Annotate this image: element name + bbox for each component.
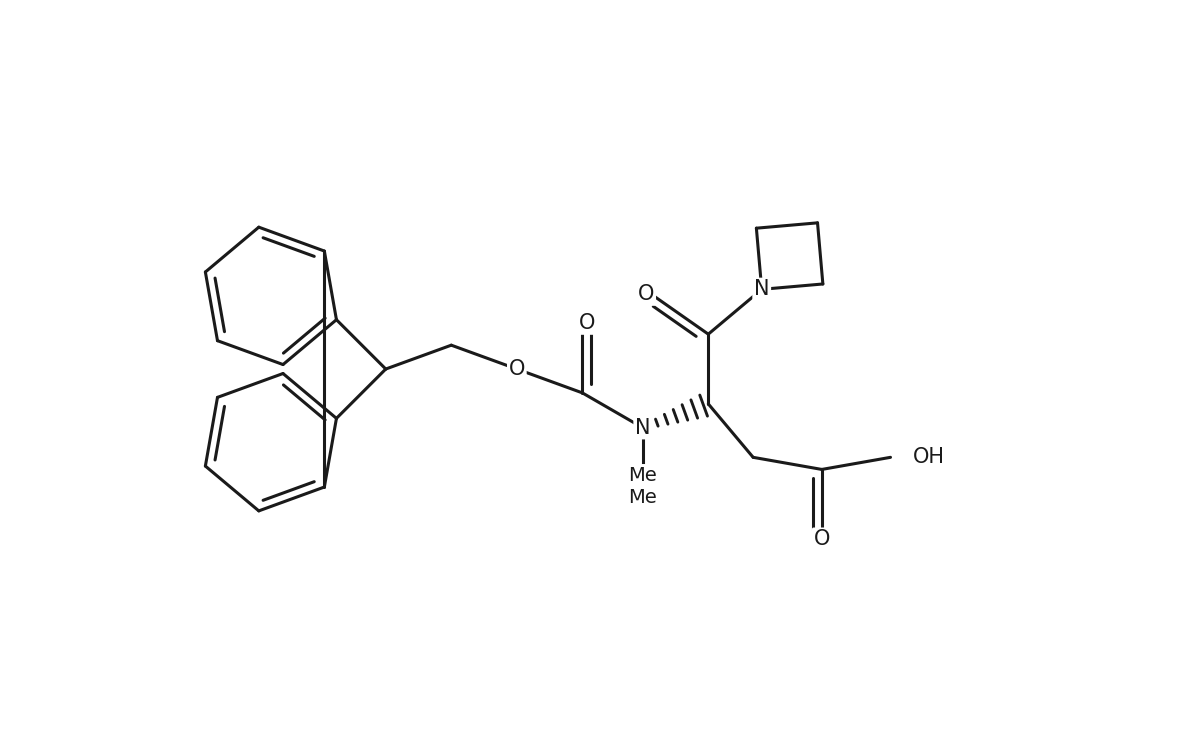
Text: N: N <box>754 279 769 299</box>
Text: Me: Me <box>628 488 657 507</box>
Text: O: O <box>580 313 595 333</box>
Text: O: O <box>509 359 525 379</box>
Text: N: N <box>635 418 651 438</box>
Text: O: O <box>638 284 654 304</box>
Text: O: O <box>814 529 830 549</box>
Text: OH: OH <box>912 447 944 467</box>
Text: Me: Me <box>628 465 657 485</box>
